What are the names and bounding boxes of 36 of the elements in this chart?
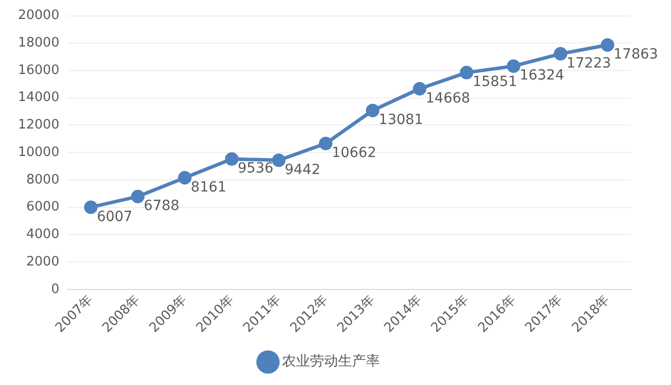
point — [366, 104, 380, 118]
data-label: 6007 — [96, 208, 132, 225]
data-label: 13081 — [378, 112, 424, 128]
y-tick-label: 20000 — [18, 8, 60, 24]
data-label: 15851 — [472, 74, 518, 90]
y-tick-label: 2000 — [26, 254, 60, 270]
point — [131, 190, 145, 204]
point — [178, 171, 192, 184]
point — [460, 66, 474, 80]
y-tick-label: 8000 — [26, 172, 60, 188]
data-label: 9536 — [238, 160, 274, 177]
point — [84, 200, 98, 214]
y-tick-label: 0 — [51, 282, 60, 297]
y-tick-label: 10000 — [18, 144, 60, 160]
point — [600, 38, 614, 52]
point — [554, 47, 568, 61]
legend-label: 农业劳动生产率 — [282, 354, 380, 370]
data-label: 17863 — [614, 46, 658, 63]
y-tick-label: 4000 — [26, 227, 60, 242]
data-label: 14668 — [426, 90, 470, 106]
y-tick-label: 6000 — [26, 200, 60, 215]
y-tick-label: 12000 — [18, 118, 60, 133]
data-label: 10662 — [332, 145, 376, 162]
y-tick-label: 14000 — [18, 90, 60, 106]
data-label: 17223 — [566, 55, 612, 72]
point — [412, 82, 426, 96]
data-label: 9442 — [284, 162, 320, 178]
data-label: 16324 — [520, 68, 564, 84]
y-tick-label: 16000 — [18, 62, 60, 78]
data-label: 8161 — [190, 179, 226, 196]
point — [225, 152, 238, 166]
point — [506, 59, 520, 73]
point — [272, 153, 286, 167]
point — [318, 136, 332, 150]
data-label: 6788 — [144, 198, 180, 214]
y-tick-label: 18000 — [18, 36, 60, 51]
